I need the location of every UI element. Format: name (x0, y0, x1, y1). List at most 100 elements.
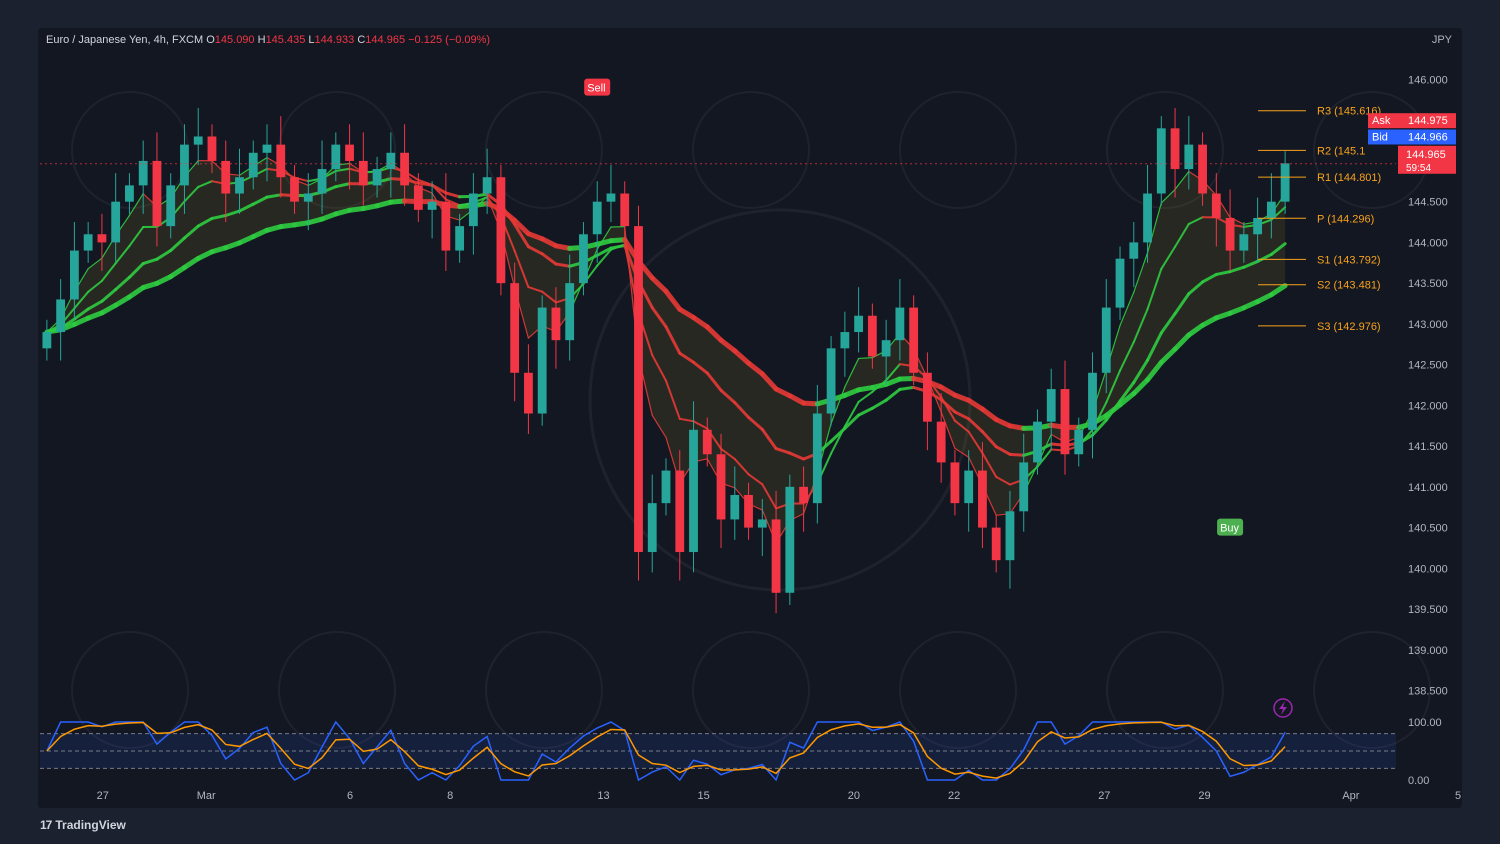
candle (372, 156, 382, 198)
ema-segment (829, 426, 847, 443)
ema-segment (664, 325, 682, 355)
candle (840, 311, 850, 377)
candle-body (262, 144, 272, 153)
ema-segment (113, 294, 132, 308)
ema-segment (692, 420, 709, 430)
ema-segment (1091, 418, 1108, 437)
candle-body (895, 307, 905, 341)
low-value: 144.933 (314, 34, 355, 46)
ema-segment (250, 227, 270, 240)
price-tag-bg (1398, 145, 1456, 174)
price-tag-countdown: 59:54 (1406, 163, 1431, 174)
candle-body (812, 413, 822, 504)
ema-segment (1132, 358, 1150, 384)
tradingview-logo[interactable]: 17 TradingView (40, 818, 126, 832)
ema-segment (788, 451, 806, 461)
ema-segment (994, 445, 1012, 456)
symbol-title[interactable]: Euro / Japanese Yen, 4h, FXCM (46, 34, 204, 46)
ema-segment (1173, 292, 1191, 316)
candle-body (1170, 128, 1180, 170)
ema-segment (995, 475, 1011, 486)
y-tick-label: 140.000 (1408, 563, 1448, 575)
candle-body (579, 234, 588, 284)
watermark-circle (71, 631, 189, 749)
signal-badge (1217, 518, 1244, 536)
ema-segment (540, 252, 558, 266)
ema-segment (858, 357, 873, 360)
candle-body (1101, 307, 1111, 373)
candle (551, 287, 561, 369)
alert-icon-bolt (1279, 701, 1287, 715)
pivot-label: R1 (144.801) (1317, 172, 1381, 184)
candle-body (867, 315, 877, 357)
ema-segment (1145, 359, 1164, 383)
candle-body (345, 144, 354, 161)
low-label: L (308, 34, 315, 46)
ema-segment (705, 371, 723, 392)
candle (166, 173, 176, 239)
ema-segment (746, 360, 765, 377)
ema-segment (1133, 252, 1149, 293)
candle-body (482, 177, 492, 194)
candle (744, 482, 753, 540)
ema-segment (334, 182, 352, 189)
ema-segment (954, 447, 970, 458)
ema-segment (760, 427, 778, 451)
ema-segment (183, 185, 200, 203)
candle-body (400, 152, 409, 186)
y-tick-label: 138.500 (1408, 686, 1448, 698)
ema-segment (761, 483, 778, 510)
candle-body (455, 226, 465, 251)
candle-body (125, 185, 134, 202)
candle (592, 181, 602, 263)
ema-segment (128, 226, 145, 247)
pivot-label: R3 (145.616) (1317, 106, 1381, 118)
y-tick-label: 144.500 (1408, 197, 1448, 209)
ema-segment (541, 290, 557, 304)
symbol-header[interactable]: Euro / Japanese Yen, 4h, FXCM O145.090 H… (46, 34, 490, 46)
close-label: C (357, 34, 366, 46)
candle (1184, 116, 1194, 190)
ema-segment (251, 195, 269, 206)
x-tick-label: 8 (447, 790, 453, 802)
price-tag-value: 144.975 (1408, 115, 1448, 127)
ema-segment (210, 213, 228, 220)
watermark-circle (899, 631, 1017, 749)
candle-body (1156, 128, 1166, 194)
x-tick-label: Apr (1342, 790, 1359, 802)
candle (1129, 222, 1139, 288)
candle-body (1115, 258, 1125, 308)
candle-body (56, 299, 66, 333)
candle-body (702, 429, 712, 455)
watermark-circle (485, 91, 603, 209)
candle (799, 466, 808, 532)
ema-segment (678, 417, 695, 423)
ema-segment (979, 406, 999, 423)
candle-body (83, 234, 93, 251)
candle-body (276, 144, 286, 178)
ema-segment (430, 183, 448, 195)
candle (964, 450, 974, 532)
ema-segment (844, 357, 860, 388)
candle (1266, 173, 1276, 239)
x-tick-label: Mar (197, 790, 216, 802)
candle-body (1280, 163, 1290, 202)
ema-segment (168, 264, 187, 280)
candle-body (1225, 217, 1235, 251)
candle-body (166, 185, 176, 227)
ema-segment (128, 193, 144, 217)
candle-body (468, 193, 478, 227)
candle-body (386, 152, 396, 170)
ema-segment (100, 288, 118, 303)
candle (262, 124, 272, 182)
ema-segment (1036, 448, 1053, 468)
candle (1156, 116, 1166, 206)
candle (1253, 197, 1263, 263)
candle (152, 132, 162, 247)
candle-body (716, 454, 726, 520)
candle (771, 490, 781, 614)
candle (235, 148, 244, 214)
candle-body (840, 332, 850, 349)
candle-body (138, 160, 148, 186)
